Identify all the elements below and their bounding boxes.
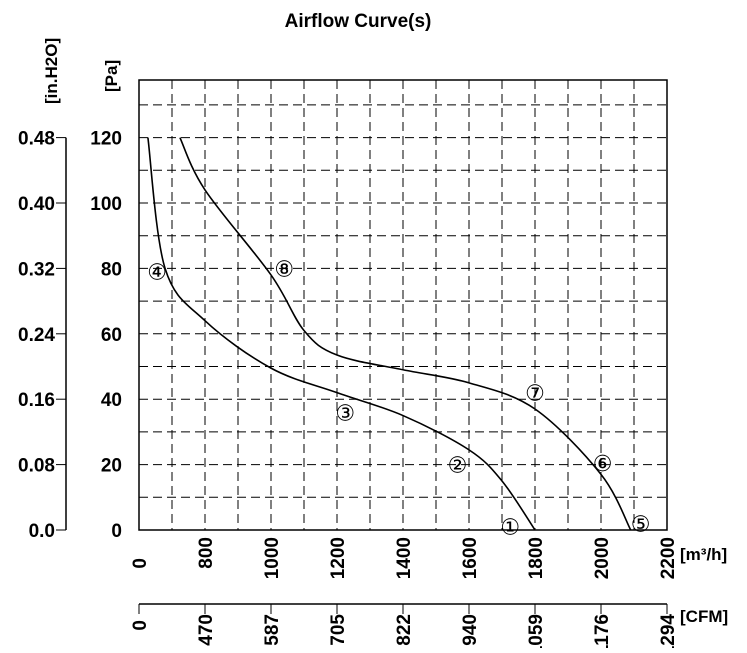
x2-tick-label: 940 <box>460 614 481 646</box>
x2-tick-label: 822 <box>394 614 415 646</box>
x-tick-label: 1600 <box>460 537 481 579</box>
curve-marker: ⑥ <box>593 452 613 477</box>
y-tick-label: 40 <box>101 390 122 411</box>
y-tick-label: 60 <box>101 325 122 346</box>
x2-tick-label: 1059 <box>526 614 547 648</box>
curve-marker: ③ <box>335 401 355 426</box>
x2-tick-label: 0 <box>130 620 151 631</box>
y2-tick-label: 0.24 <box>18 325 55 346</box>
curve-marker: ⑦ <box>525 382 545 407</box>
x2-axis-label: [CFM] <box>680 607 728 626</box>
y2-tick-label: 0.16 <box>18 390 55 411</box>
curve-marker: ② <box>448 454 468 479</box>
x-axis-label: [m³/h] <box>680 545 727 564</box>
plot-frame <box>138 79 668 531</box>
y-tick-label: 100 <box>90 194 122 215</box>
y2-tick-label: 0.08 <box>18 456 55 477</box>
x-tick-label: 1400 <box>394 537 415 579</box>
y2-tick-label: 0.32 <box>18 259 55 280</box>
x-tick-label: 1800 <box>526 537 547 579</box>
y-axis-label: [Pa] <box>102 60 121 92</box>
x-tick-label: 2000 <box>592 537 613 579</box>
airflow-curve-2 <box>179 137 632 531</box>
y2-tick-label: 0.48 <box>18 129 55 150</box>
x-tick-label: 2200 <box>658 537 679 579</box>
y2-tick-label: 0.40 <box>18 194 55 215</box>
y-tick-label: 20 <box>101 456 122 477</box>
y-tick-label: 80 <box>101 259 122 280</box>
airflow-curve-1 <box>147 137 536 531</box>
x-tick-label: 1200 <box>328 537 349 579</box>
curve-marker: ⑧ <box>274 257 294 282</box>
x2-tick-label: 1176 <box>592 614 613 648</box>
x2-tick-label: 470 <box>196 614 217 646</box>
y-tick-label: 120 <box>90 129 122 150</box>
y2-axis-label: [in.H2O] <box>42 38 61 104</box>
chart-title: Airflow Curve(s) <box>285 11 432 32</box>
y2-tick-label: 0.0 <box>29 521 55 542</box>
curve-marker: ⑤ <box>631 512 651 537</box>
x2-tick-label: 1294 <box>658 614 679 648</box>
x2-tick-label: 705 <box>328 614 349 646</box>
y-tick-label: 0 <box>111 521 122 542</box>
x-tick-label: 800 <box>196 537 217 569</box>
curve-marker: ① <box>500 516 520 541</box>
x2-tick-label: 587 <box>262 614 283 646</box>
x-tick-label: 0 <box>130 558 151 569</box>
curve-marker: ④ <box>147 261 167 286</box>
x-tick-label: 1000 <box>262 537 283 579</box>
